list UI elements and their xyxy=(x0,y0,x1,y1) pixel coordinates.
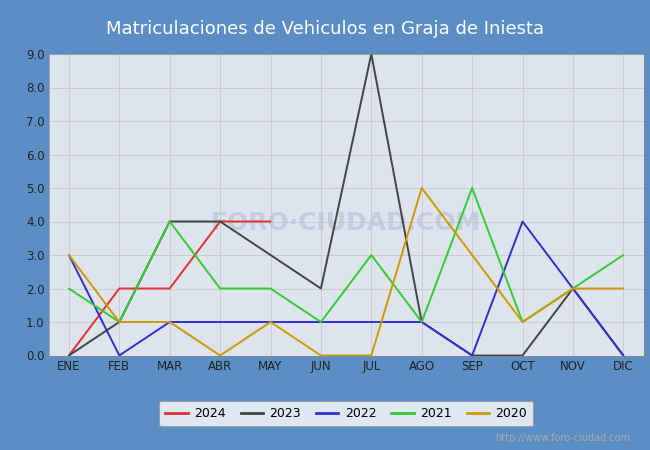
Legend: 2024, 2023, 2022, 2021, 2020: 2024, 2023, 2022, 2021, 2020 xyxy=(159,400,534,426)
Text: http://www.foro-ciudad.com: http://www.foro-ciudad.com xyxy=(495,433,630,443)
Text: Matriculaciones de Vehiculos en Graja de Iniesta: Matriculaciones de Vehiculos en Graja de… xyxy=(106,20,544,38)
Text: FORO·CIUDAD.COM: FORO·CIUDAD.COM xyxy=(211,211,481,235)
